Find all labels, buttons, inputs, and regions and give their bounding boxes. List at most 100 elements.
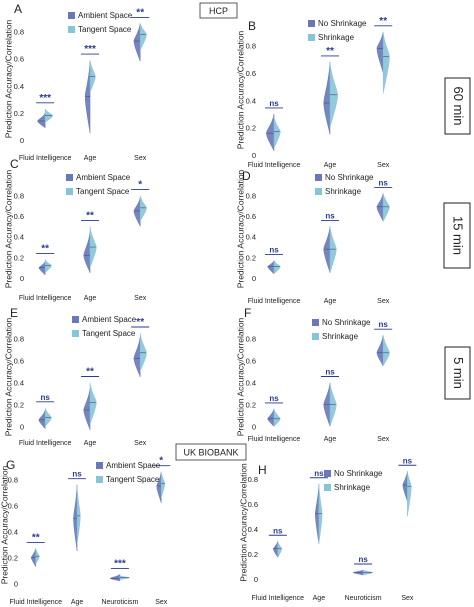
x-tick-label: Age [84,440,97,447]
y-tick-label: 0.6 [246,357,256,366]
significance-label: ** [86,367,94,378]
violin-dark [323,226,331,273]
y-tick-label: 0 [20,136,24,145]
significance-label: ns [403,456,413,465]
significance-label: ** [379,16,387,27]
x-tick-label: Fluid Intelligence [252,595,305,602]
y-tick-label: 0.8 [246,335,256,344]
significance-label: ns [325,368,335,377]
violin-dark [376,193,384,222]
significance-label: ns [325,211,335,220]
violin-dark [156,471,162,503]
violin-light [382,193,390,222]
legend-swatch [312,333,319,340]
x-tick-label: Sex [134,155,147,162]
y-tick-label: 0 [252,274,256,283]
ukb-header: UK BIOBANK [183,448,238,458]
duration-15-box [443,202,471,269]
violin-dark [273,541,279,558]
violin-dark [84,61,91,134]
x-tick-label: Sex [401,595,414,602]
y-tick-label: 0.2 [246,253,256,262]
legend-label: Ambient Space [82,315,137,324]
x-tick-label: Fluid Intelligence [10,599,63,606]
x-tick-label: Fluid Intelligence [248,162,301,169]
y-tick-label: 0.8 [246,191,256,200]
legend-swatch [68,26,75,33]
significance-label: ** [136,7,144,18]
significance-label: * [159,456,163,467]
legend-label: No Shrinkage [325,173,374,182]
y-tick-label: 0.4 [248,525,258,534]
duration-60-label: 60 min [451,86,466,125]
legend-label: Shrinkage [322,332,359,341]
violin-dark [133,336,141,378]
violin-light [139,23,147,51]
legend-swatch [315,174,322,181]
y-axis-label: Prediction Accuracy/Correlation [235,30,245,149]
x-tick-label: Sex [377,436,390,443]
violin-light [89,382,97,425]
violin-light [329,226,337,273]
violin-dark [323,61,331,135]
violin-light [382,31,390,94]
y-tick-label: 0.8 [248,475,258,484]
x-tick-label: Fluid Intelligence [248,298,301,305]
y-tick-label: 0.8 [14,28,24,37]
violin-dark [37,112,46,129]
violin-light [277,541,283,558]
x-tick-label: Age [84,155,97,162]
violin-dark [38,261,46,276]
legend-label: Tangent Space [76,187,130,196]
legend-label: Shrinkage [325,187,362,196]
y-axis-label: Prediction Accuracy/Correlation [235,317,245,436]
x-tick-label: Age [84,295,97,302]
legend-swatch [68,12,75,19]
y-tick-label: 0 [252,423,256,432]
x-tick-label: Sex [377,162,390,169]
x-tick-label: Age [313,595,326,602]
x-tick-label: Fluid Intelligence [19,440,72,447]
significance-label: ns [72,470,82,479]
panel-letter: D [242,169,251,183]
violin-dark [133,23,141,62]
y-tick-label: 0.6 [248,500,258,509]
x-tick-label: Neuroticism [345,595,382,602]
legend-swatch [315,188,322,195]
x-tick-label: Age [324,436,337,443]
legend-label: Tangent Space [106,475,160,484]
violin-light [44,259,52,274]
violin-dark [83,231,91,273]
y-tick-label: 0.6 [246,212,256,221]
significance-label: ns [269,99,279,108]
significance-label: *** [39,93,51,104]
legend-swatch [308,20,315,27]
significance-label: * [138,179,142,190]
violin-light [273,116,281,149]
x-tick-label: Sex [134,440,147,447]
duration-5-box [444,346,471,400]
significance-label: *** [84,44,96,55]
legend-swatch [72,330,79,337]
y-tick-label: 0 [20,274,24,283]
hcp-header: HCP [209,6,228,16]
x-tick-label: Sex [134,295,147,302]
violin-dark [133,197,141,227]
violin-dark [109,573,121,582]
legend-label: Ambient Space [78,11,133,20]
duration-60-box [444,77,471,135]
y-axis-label: Prediction Accuracy/Correlation [3,19,13,138]
y-tick-label: 0 [254,575,258,584]
legend-label: Tangent Space [78,25,132,34]
y-tick-label: 0.2 [14,109,24,118]
y-tick-label: 0.2 [246,124,256,133]
panel-letter: E [10,306,18,320]
legend-swatch [308,34,315,41]
